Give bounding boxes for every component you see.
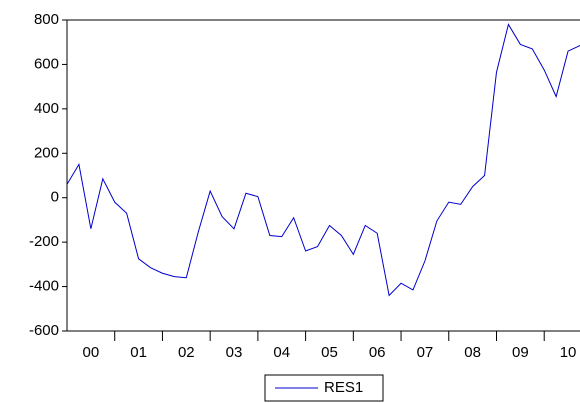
y-tick-label: 200 (34, 144, 59, 161)
x-tick-label: 01 (130, 344, 147, 361)
y-tick-label: -200 (29, 233, 59, 250)
x-tick-label: 08 (464, 344, 481, 361)
x-tick-label: 00 (83, 344, 100, 361)
y-tick-label: 800 (34, 11, 59, 28)
x-tick-label: 05 (321, 344, 338, 361)
series-line (66, 23, 580, 297)
x-tick-label: 03 (226, 344, 243, 361)
x-tick-label: 06 (369, 344, 386, 361)
y-tick-label: 600 (34, 55, 59, 72)
x-tick-label: 04 (273, 344, 290, 361)
x-tick-label: 10 (560, 344, 577, 361)
y-tick-label: 400 (34, 100, 59, 117)
y-tick-label: -400 (29, 278, 59, 295)
legend-label: RES1 (324, 379, 363, 396)
x-tick-label: 07 (417, 344, 434, 361)
y-tick-label: 0 (51, 189, 59, 206)
y-tick-label: -600 (29, 322, 59, 339)
x-tick-label: 02 (178, 344, 195, 361)
x-tick-label: 09 (512, 344, 529, 361)
